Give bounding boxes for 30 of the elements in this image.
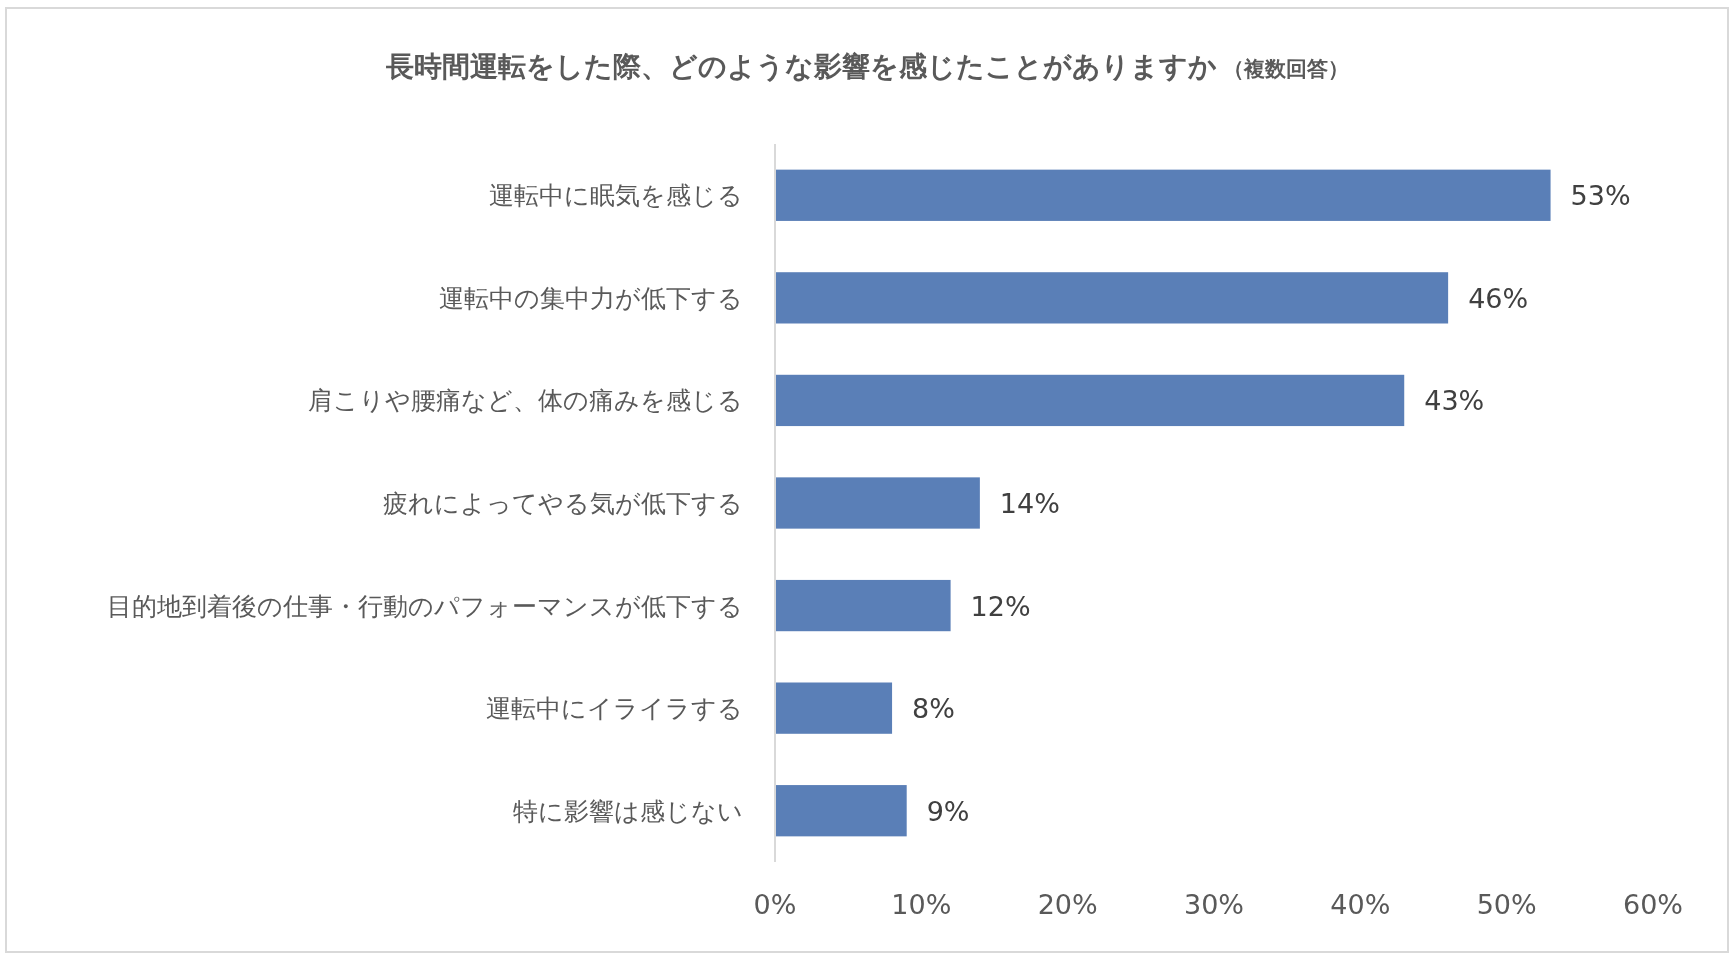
- x-tick-label: 0%: [753, 889, 797, 920]
- x-tick-label: 50%: [1476, 889, 1537, 920]
- chart-title: 長時間運転をした際、どのような影響を感じたことがありますか: [384, 50, 1217, 83]
- y-tick-label: 疲れによってやる気が低下する: [383, 489, 743, 518]
- data-label: 14%: [999, 488, 1060, 519]
- x-tick-label: 20%: [1037, 889, 1098, 920]
- y-tick-label: 目的地到着後の仕事・行動のパフォーマンスが低下する: [107, 591, 743, 621]
- data-label: 43%: [1424, 385, 1485, 417]
- bar: [775, 579, 951, 632]
- x-tick-label: 10%: [891, 889, 952, 920]
- bar: [775, 682, 893, 734]
- x-tick-label: 40%: [1330, 889, 1391, 920]
- y-tick-label: 運転中にイライラする: [486, 694, 743, 724]
- bar: [775, 477, 980, 529]
- bar: [775, 374, 1405, 427]
- x-tick-label: 60%: [1622, 889, 1684, 920]
- data-label: 8%: [912, 693, 955, 725]
- y-tick-label: 肩こりや腰痛など、体の痛みを感じる: [308, 386, 743, 416]
- chart-subtitle: （複数回答）: [1222, 57, 1349, 81]
- x-tick-label: 30%: [1183, 889, 1245, 920]
- y-tick-label: 特に影響は感じない: [513, 796, 743, 826]
- y-tick-label: 運転中に眠気を感じる: [489, 181, 743, 211]
- data-label: 46%: [1468, 282, 1529, 314]
- bar: [775, 272, 1449, 324]
- bar: [775, 785, 907, 837]
- y-tick-label: 運転中の集中力が低下する: [439, 283, 743, 313]
- bar: [775, 169, 1551, 221]
- data-label: 9%: [926, 795, 970, 827]
- data-label: 53%: [1570, 180, 1631, 212]
- data-label: 12%: [970, 590, 1031, 622]
